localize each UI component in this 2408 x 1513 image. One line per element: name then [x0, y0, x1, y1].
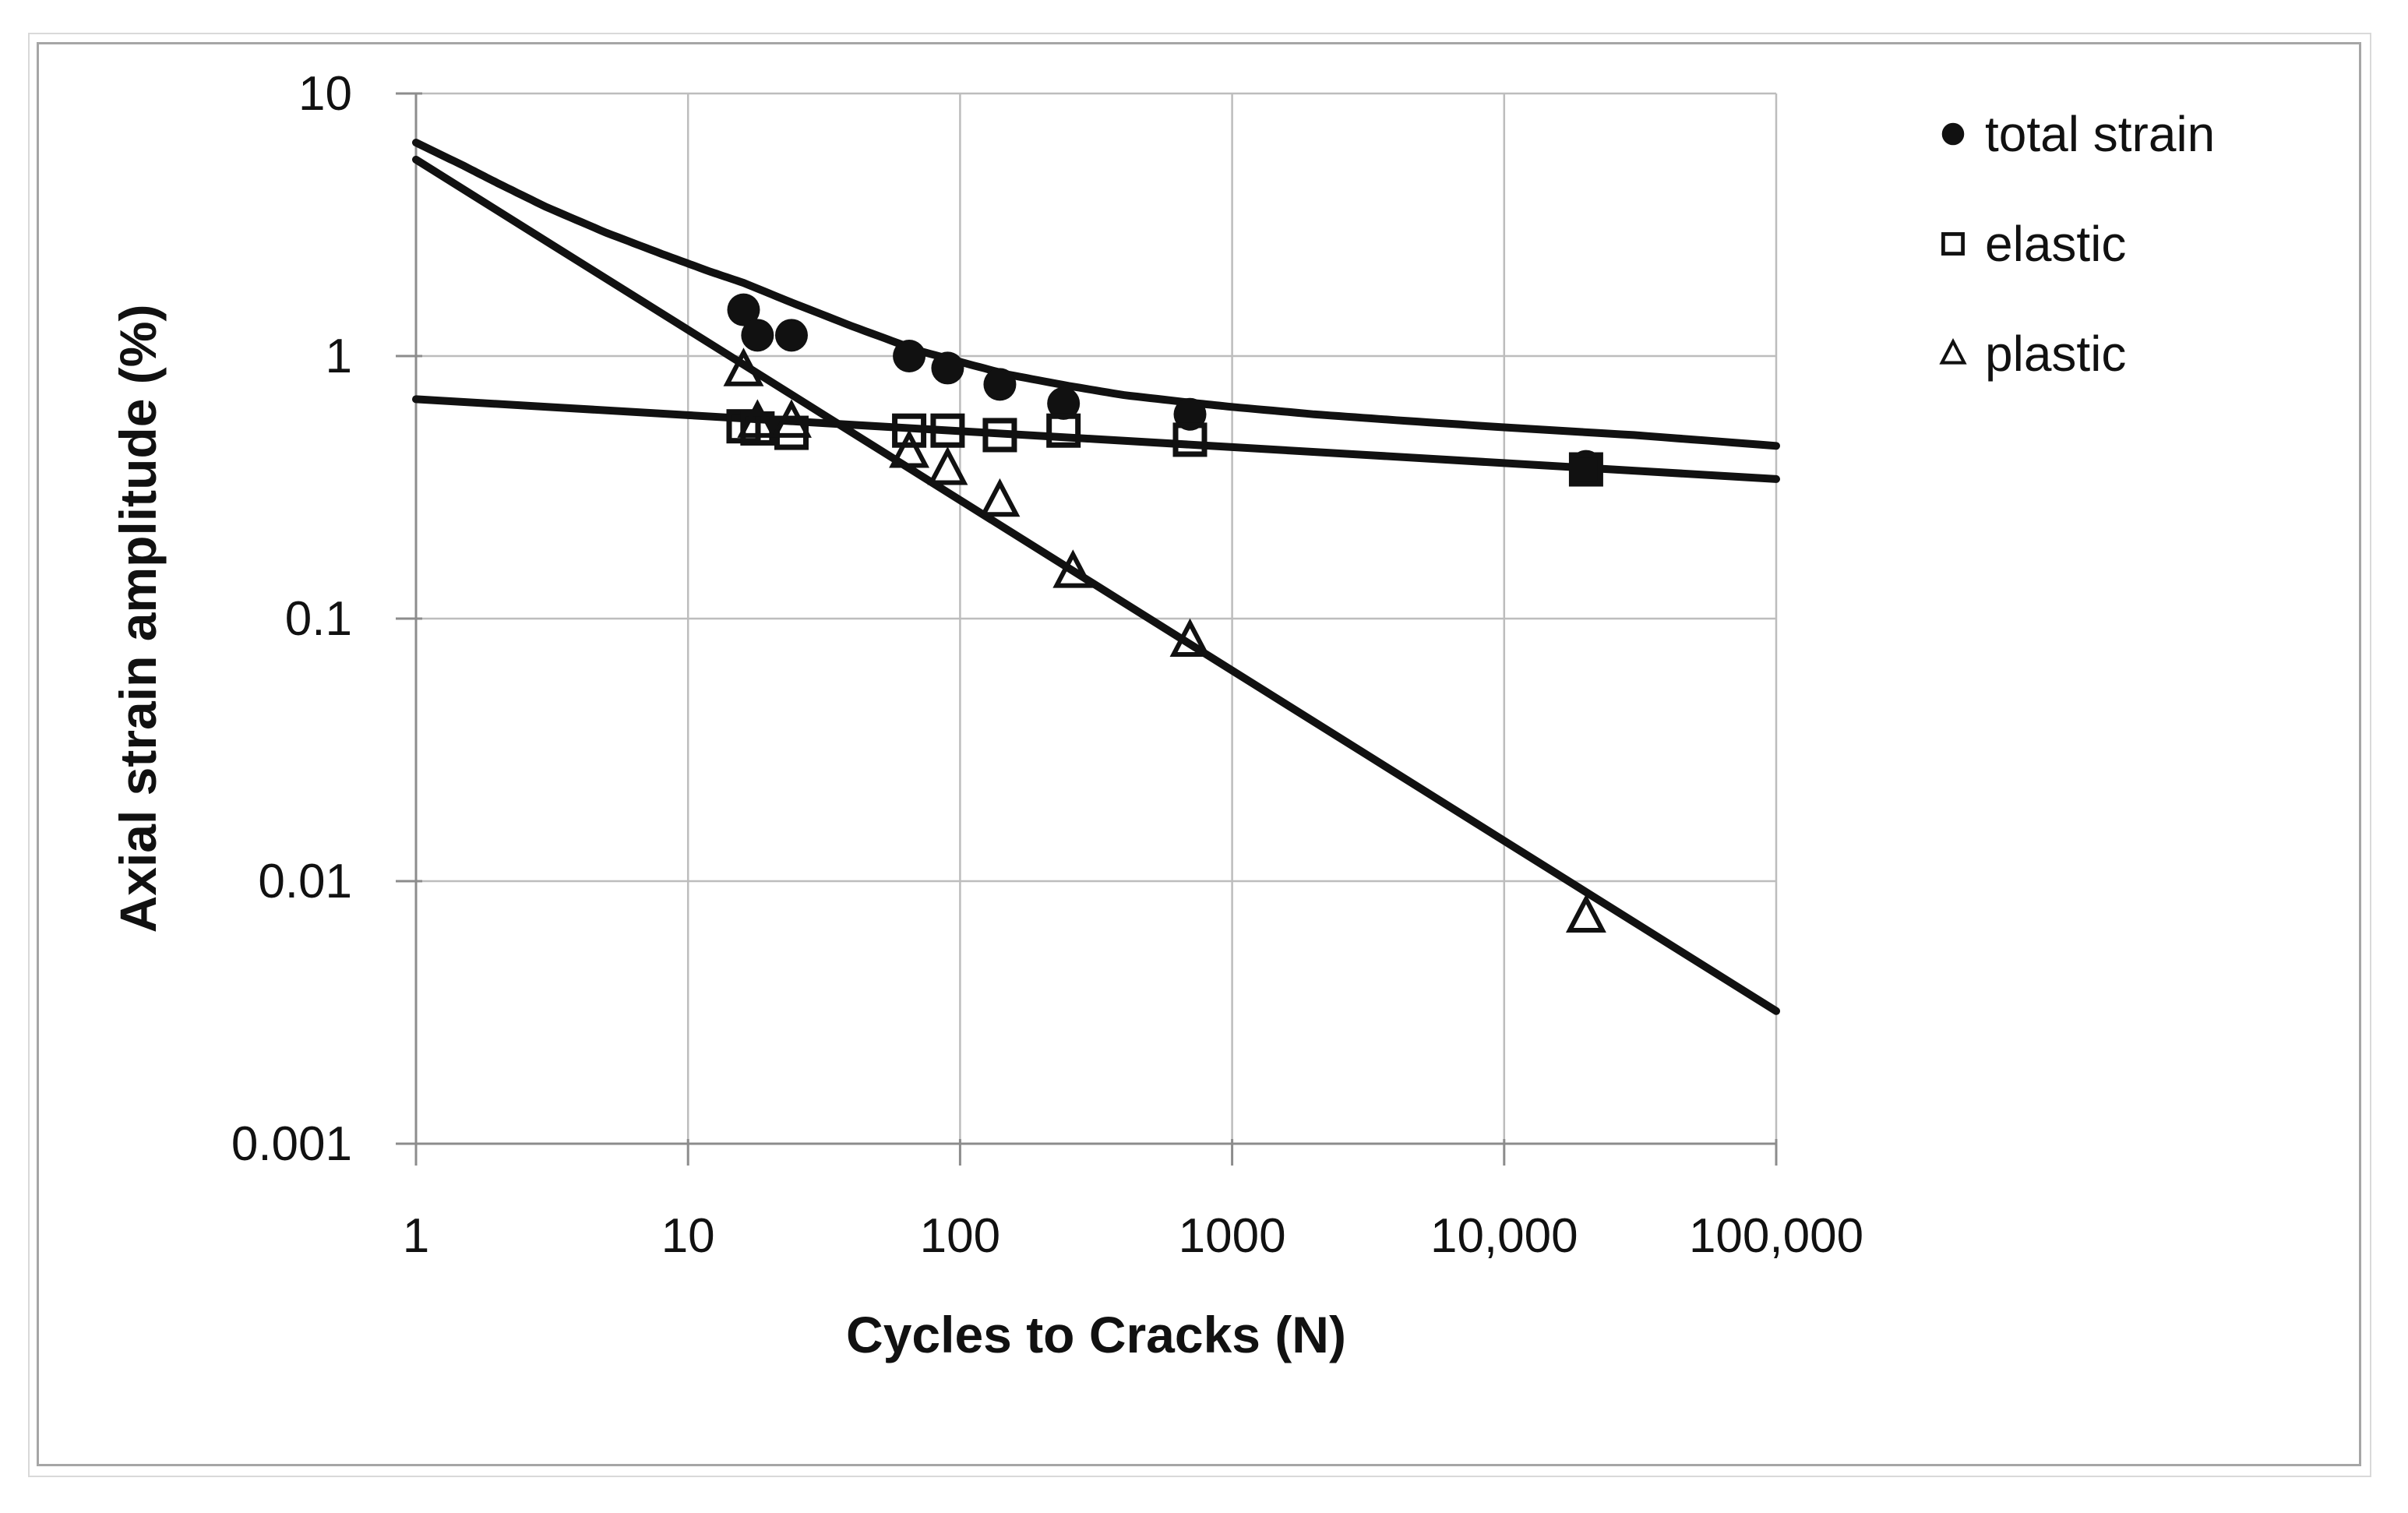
y-tick-label: 1: [326, 330, 352, 383]
fit-curve-total-strain-fit: [412, 139, 1780, 450]
legend-open-square-icon: [1941, 232, 1965, 256]
gridlines: [414, 92, 1778, 1145]
data-point-marker: [982, 418, 1017, 453]
fit-curve-elastic-fit: [412, 395, 1780, 483]
series-plastic: [723, 347, 1606, 933]
x-tick-label: 100: [920, 1209, 1000, 1263]
data-point-marker: [723, 347, 764, 386]
legend-filled-circle-icon: [1941, 122, 1965, 146]
x-tick-label: 10,000: [1430, 1209, 1578, 1263]
y-tick-label: 0.001: [231, 1117, 352, 1171]
y-tick-label: 0.1: [285, 592, 352, 646]
legend-label: plastic: [1985, 326, 2126, 382]
data-point-marker: [771, 399, 812, 438]
fit-curve-plastic-fit: [412, 155, 1780, 1015]
data-point-marker: [1565, 894, 1606, 933]
legend-label: elastic: [1985, 216, 2126, 272]
legend: total strain elastic plastic: [1939, 106, 2215, 382]
data-point-marker: [727, 293, 760, 326]
data-point-marker: [1172, 422, 1208, 457]
y-tick-label: 0.01: [258, 855, 352, 908]
data-points: [723, 293, 1606, 933]
data-point-marker: [931, 351, 964, 385]
x-axis-title: Cycles to Cracks (N): [846, 1306, 1346, 1363]
legend-open-triangle-icon: [1939, 337, 1967, 365]
x-tick-label: 1000: [1179, 1209, 1286, 1263]
data-point-marker: [1046, 413, 1081, 448]
data-point-marker: [741, 319, 774, 352]
figure-outer-border: [28, 33, 2371, 1477]
legend-label: total strain: [1985, 106, 2215, 162]
data-point-marker: [1173, 397, 1207, 431]
data-point-marker: [983, 368, 1017, 401]
series-total-strain: [727, 293, 1602, 483]
data-point-marker: [1052, 549, 1094, 588]
data-point-marker: [927, 446, 968, 485]
x-tick-label: 100,000: [1689, 1209, 1863, 1263]
legend-item-total-strain: total strain: [1941, 106, 2215, 162]
y-axis-title: Axial strain amplitude (%): [109, 305, 167, 933]
y-tick-label: 10: [298, 67, 352, 121]
figure-inner-border: [37, 42, 2361, 1466]
x-tick-label: 1: [403, 1209, 429, 1263]
x-tick-label: 10: [661, 1209, 715, 1263]
data-point-marker: [774, 319, 808, 352]
data-point-marker: [1169, 618, 1211, 658]
axes: [396, 92, 1778, 1166]
data-point-marker: [889, 429, 930, 468]
tick-labels: 10 1 0.1 0.01 0.001 1 10 100 1000 10,000 100,000: [231, 67, 1863, 1263]
data-point-marker: [979, 478, 1021, 517]
data-point-marker: [893, 340, 926, 372]
legend-item-plastic: plastic: [1939, 326, 2126, 382]
data-point-marker: [1568, 452, 1603, 487]
data-point-marker: [892, 413, 927, 448]
legend-item-elastic: elastic: [1941, 216, 2126, 272]
data-point-marker: [1047, 386, 1081, 420]
data-point-marker: [930, 413, 965, 448]
data-point-marker: [737, 399, 778, 438]
